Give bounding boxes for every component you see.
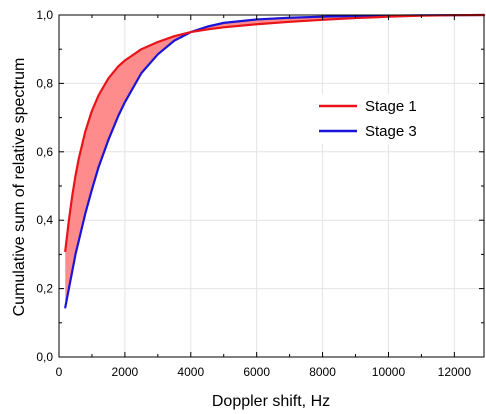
legend-label-stage-1: Stage 1 — [365, 98, 417, 115]
series-lines — [65, 15, 484, 307]
x-tick-label: 0 — [56, 365, 63, 379]
legend: Stage 1 Stage 3 — [314, 94, 433, 144]
x-tick-label: 2000 — [112, 365, 139, 379]
x-tick-label: 10000 — [372, 365, 406, 379]
y-tick-label: 0,6 — [36, 145, 53, 159]
x-axis-title: Doppler shift, Hz — [212, 393, 330, 410]
x-tick-label: 8000 — [309, 365, 336, 379]
y-tick-label: 0,8 — [36, 76, 53, 90]
x-tick-label: 12000 — [438, 365, 472, 379]
y-tick-label: 0,4 — [36, 213, 53, 227]
x-tick-label: 6000 — [243, 365, 270, 379]
x-tick-label: 4000 — [177, 365, 204, 379]
y-tick-label: 0,0 — [36, 350, 53, 364]
y-axis-title: Cumulative sum of relative spectrum — [11, 58, 28, 317]
tick-labels: 0 2000 4000 6000 8000 10000 12000 0,0 0,2 0,4 0,6 0… — [36, 8, 471, 379]
legend-label-stage-3: Stage 3 — [365, 123, 417, 140]
y-tick-label: 0,2 — [36, 282, 53, 296]
y-tick-label: 1,0 — [36, 8, 53, 22]
